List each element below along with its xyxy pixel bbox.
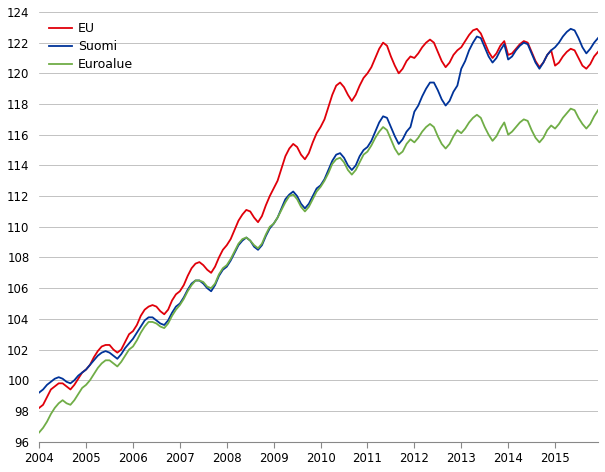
Euroalue — [117, 359, 125, 365]
EU — [74, 376, 82, 381]
Suomi — [595, 35, 602, 41]
Euroalue — [434, 134, 442, 139]
Euroalue — [595, 107, 602, 113]
Suomi — [485, 54, 492, 59]
Suomi — [208, 288, 215, 294]
Euroalue — [208, 286, 215, 291]
Suomi — [493, 55, 500, 61]
EU — [489, 55, 496, 61]
Line: EU: EU — [39, 29, 598, 408]
Euroalue — [567, 106, 574, 111]
Suomi — [567, 26, 574, 32]
Euroalue — [74, 391, 82, 397]
Euroalue — [493, 134, 500, 139]
EU — [497, 43, 504, 49]
Euroalue — [485, 132, 492, 137]
EU — [473, 26, 480, 32]
Suomi — [36, 390, 43, 396]
Legend: EU, Suomi, Euroalue: EU, Suomi, Euroalue — [45, 18, 137, 75]
Line: Suomi: Suomi — [39, 29, 598, 393]
EU — [434, 49, 442, 55]
Line: Euroalue: Euroalue — [39, 109, 598, 432]
Suomi — [74, 373, 82, 379]
EU — [117, 347, 125, 353]
Suomi — [117, 351, 125, 357]
EU — [208, 270, 215, 276]
EU — [595, 49, 602, 55]
Euroalue — [36, 430, 43, 435]
Suomi — [434, 87, 442, 93]
EU — [36, 405, 43, 411]
